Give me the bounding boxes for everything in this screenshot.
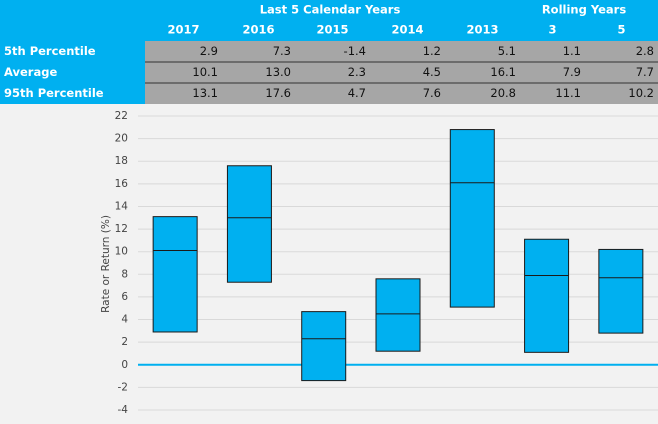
y-tick-label: 2 [121,336,128,348]
box [301,311,347,382]
y-tick-label: 16 [115,178,129,190]
table-cell: 16.1 [490,65,516,79]
table-cell: 10.1 [192,65,218,79]
y-tick-label: 4 [121,314,128,326]
row-header: Average [4,65,57,79]
table-cell: 1.1 [563,44,581,58]
table-cell: 4.7 [348,86,366,100]
y-axis-label: Rate or Return (%) [100,215,112,313]
column-header: 5 [617,23,625,37]
row-header: 5th Percentile [4,44,96,58]
table-cell: 11.1 [555,86,581,100]
table-cell: 7.3 [273,44,291,58]
table-cell: 7.9 [563,65,581,79]
row-header: 95th Percentile [4,86,104,100]
table-cell: 10.2 [628,86,654,100]
y-tick-label: -2 [118,381,128,393]
table-cell: 7.6 [423,86,441,100]
table-cell: 17.6 [265,86,291,100]
column-header: 2014 [391,23,423,37]
y-tick-label: 0 [121,359,128,371]
y-tick-label: 8 [121,268,128,280]
column-header: 2017 [167,23,199,37]
table-cell: 5.1 [498,44,516,58]
column-header: 3 [548,23,556,37]
box [152,216,198,333]
table-cell: 2.3 [348,65,366,79]
column-header: 2016 [242,23,274,37]
table-cell: 4.5 [423,65,441,79]
box [226,165,272,283]
table-cell: 7.7 [636,65,654,79]
box [449,129,495,308]
y-tick-label: 20 [115,133,128,145]
table-cell: -1.4 [344,44,366,58]
box [598,248,644,334]
table-cell: 13.1 [192,86,218,100]
group-header: Last 5 Calendar Years [260,3,401,17]
table-body-bg [145,41,658,104]
box [375,278,421,352]
y-tick-label: 10 [115,246,128,258]
y-tick-label: -4 [118,404,129,416]
column-header: 2013 [466,23,498,37]
table-cell: 1.2 [423,44,441,58]
y-tick-label: 12 [115,223,128,235]
table-cell: 2.9 [200,44,218,58]
y-tick-label: 6 [121,291,128,303]
y-tick-label: 18 [115,155,128,167]
box [524,238,570,353]
group-header: Rolling Years [542,3,627,17]
y-tick-label: 14 [115,200,129,212]
table-cell: 13.0 [265,65,291,79]
table-cell: 20.8 [490,86,516,100]
y-tick-label: 22 [115,110,128,122]
table-cell: 2.8 [636,44,654,58]
column-header: 2015 [316,23,348,37]
